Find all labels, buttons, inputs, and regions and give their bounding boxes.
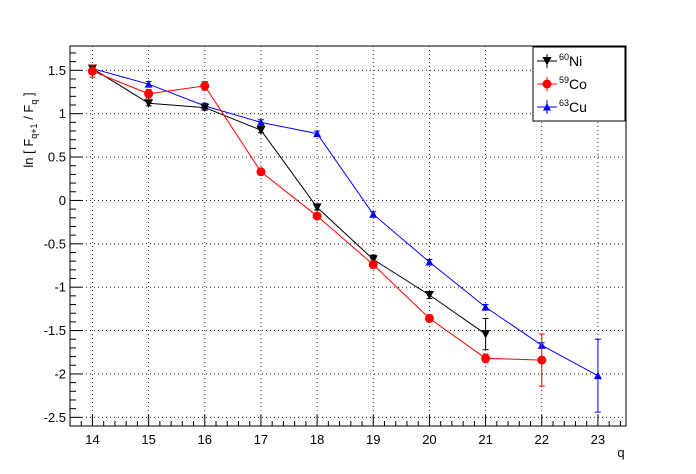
series-co — [87, 64, 547, 387]
data-point-co — [144, 89, 154, 99]
legend-label-name: Ni — [569, 53, 582, 69]
data-point-ni — [481, 330, 491, 339]
y-axis-title-sub1: q+1 — [29, 123, 39, 138]
x-tick-label: 18 — [310, 432, 324, 447]
y-tick-labels: -2.5 -2 -1.5 -1 -0.5 0 0.5 1 1.5 — [44, 63, 66, 425]
data-point-cu — [593, 371, 602, 380]
legend-label: 59Co — [559, 75, 587, 92]
x-tick-label: 20 — [422, 432, 436, 447]
data-point-ni — [256, 126, 266, 135]
legend-entry-cu: 63Cu — [537, 98, 587, 115]
y-tick-label: 1.5 — [48, 63, 66, 78]
y-tick-label: -1.5 — [44, 323, 66, 338]
data-point-co — [481, 353, 491, 363]
x-tick-label: 16 — [198, 432, 212, 447]
data-point-cu — [144, 80, 153, 88]
y-tick-label: -0.5 — [44, 236, 66, 251]
legend-marker — [543, 103, 551, 111]
series-ni — [87, 64, 491, 351]
x-tick-label: 19 — [366, 432, 380, 447]
x-axis-title: q — [617, 445, 624, 460]
data-point-co — [368, 260, 378, 270]
y-tick-label: -1 — [54, 280, 66, 295]
legend-label-superscript: 60 — [559, 52, 569, 62]
legend-label-name: Co — [569, 76, 587, 92]
y-axis-title-prefix: ln [ F — [21, 139, 36, 168]
data-point-co — [312, 211, 322, 221]
series-line-ni — [92, 68, 486, 335]
data-point-co — [87, 66, 97, 76]
data-point-cu — [256, 118, 265, 126]
y-tick-label: 1 — [59, 106, 66, 121]
y-tick-label: 0 — [59, 193, 66, 208]
x-tick-label: 15 — [141, 432, 155, 447]
data-point-co — [200, 81, 210, 91]
series-line-cu — [92, 68, 599, 377]
data-point-cu — [481, 303, 490, 311]
y-axis-title-suffix: ] — [21, 92, 36, 99]
data-point-ni — [368, 255, 378, 264]
data-point-ni — [424, 290, 434, 300]
legend-label-name: Cu — [569, 99, 587, 115]
data-point-ni — [144, 99, 154, 108]
data-point-cu — [313, 129, 322, 138]
x-tick-label: 22 — [535, 432, 549, 447]
y-axis-title-mid: / F — [21, 105, 36, 124]
data-point-co — [256, 167, 266, 177]
x-tick-label: 23 — [591, 432, 605, 447]
legend-label: 63Cu — [559, 98, 587, 115]
legend-marker — [542, 57, 552, 66]
y-tick-label: -2.5 — [44, 410, 66, 425]
data-point-co — [424, 313, 434, 323]
legend-marker — [542, 79, 552, 89]
data-point-cu — [369, 210, 378, 218]
data-point-co — [537, 355, 547, 365]
x-tick-label: 17 — [254, 432, 268, 447]
y-axis-title: ln [ Fq+1 / Fq ] — [21, 92, 39, 167]
data-point-cu — [425, 258, 434, 266]
plot-frame — [69, 45, 627, 427]
legend-entry-ni: 60Ni — [537, 52, 582, 69]
x-tick-labels: 14 15 16 17 18 19 20 21 22 23 — [85, 432, 605, 447]
x-tick-label: 21 — [478, 432, 492, 447]
y-tick-label: 0.5 — [48, 150, 66, 165]
data-point-ni — [312, 203, 322, 212]
y-axis-title-sub2: q — [29, 100, 39, 105]
x-tick-label: 14 — [85, 432, 99, 447]
data-point-ni — [200, 103, 210, 113]
legend-label-superscript: 59 — [559, 75, 569, 85]
legend-entry-co: 59Co — [537, 75, 587, 92]
y-tick-label: -2 — [54, 366, 66, 381]
axis-ticks — [69, 52, 621, 427]
legend-label-superscript: 63 — [559, 98, 569, 108]
series-layer — [87, 64, 602, 413]
legend-label: 60Ni — [559, 52, 582, 69]
